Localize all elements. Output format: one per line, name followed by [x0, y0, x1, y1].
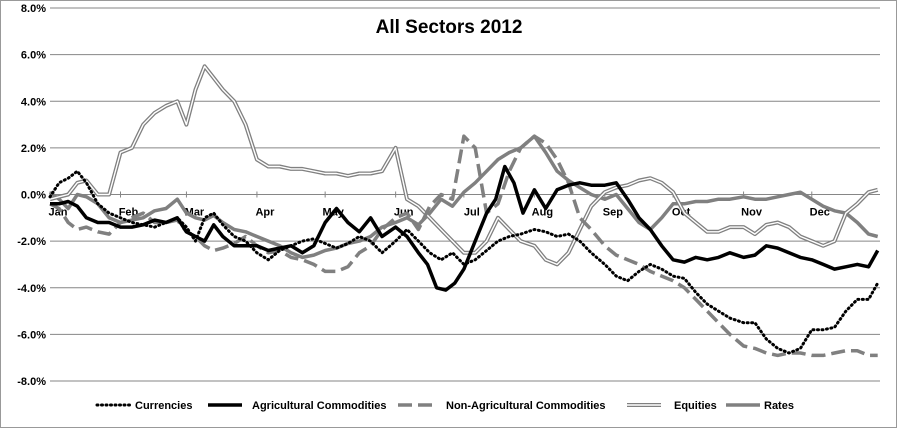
- gridlines: [50, 7, 880, 382]
- series-line-non-agricultural-commodities: [49, 134, 878, 358]
- legend-label: Equities: [674, 400, 717, 412]
- y-tick-label: 0.0%: [21, 190, 46, 202]
- series-line-agricultural-commodities: [50, 164, 880, 292]
- y-tick-label: 2.0%: [21, 143, 46, 155]
- series-line-equities: [49, 65, 878, 266]
- x-tick-label: Aug: [532, 207, 553, 219]
- x-tick-label: Dec: [810, 207, 830, 219]
- legend: Currencies Agricultural Commodities Non-Ag…: [95, 400, 794, 412]
- y-axis-ticks: 8.0% 6.0% 4.0% 2.0% 0.0% -2.0% -4.0% -6.0% -8.0%: [17, 3, 46, 388]
- x-tick-label: Apr: [255, 207, 275, 219]
- legend-item-non-agricultural-commodities: Non-Agricultural Commodities: [398, 400, 606, 412]
- legend-item-currencies: Currencies: [95, 400, 192, 412]
- series-lines: [48, 64, 880, 358]
- legend-label: Rates: [764, 400, 794, 412]
- legend-label: Non-Agricultural Commodities: [446, 400, 606, 412]
- y-tick-label: 8.0%: [21, 3, 46, 15]
- y-tick-label: 6.0%: [21, 50, 46, 62]
- y-tick-label: -6.0%: [17, 329, 46, 341]
- series-line-rates: [48, 134, 879, 260]
- y-tick-label: 4.0%: [21, 96, 46, 108]
- legend-item-equities: Equities: [627, 400, 717, 412]
- y-tick-label: -2.0%: [17, 236, 46, 248]
- legend-item-agricultural-commodities: Agricultural Commodities: [208, 400, 386, 412]
- x-tick-label: Jan: [49, 207, 68, 219]
- chart-title: All Sectors 2012: [376, 17, 523, 38]
- x-tick-label: Sep: [603, 207, 623, 219]
- legend-label: Currencies: [135, 400, 192, 412]
- x-tick-label: Jun: [394, 207, 414, 219]
- y-tick-label: -4.0%: [17, 283, 46, 295]
- y-tick-label: -8.0%: [17, 376, 46, 388]
- legend-item-rates: Rates: [726, 400, 794, 412]
- x-tick-label: Nov: [741, 207, 763, 219]
- legend-label: Agricultural Commodities: [252, 400, 386, 412]
- x-tick-label: Jul: [464, 207, 480, 219]
